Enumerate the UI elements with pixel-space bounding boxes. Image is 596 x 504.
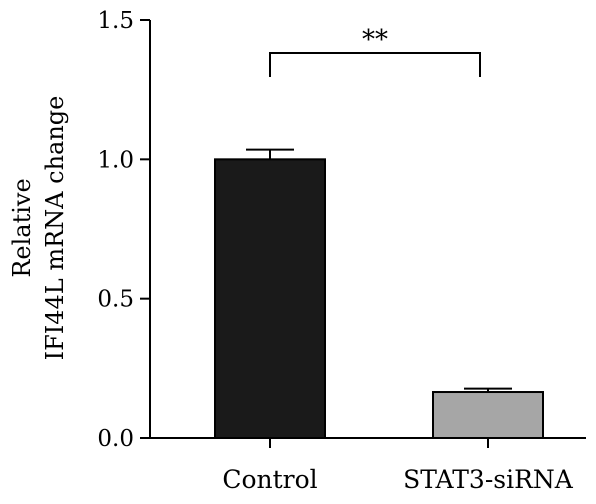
- significance-bracket: **: [269, 25, 481, 77]
- y-tick-label: 0.0: [97, 426, 134, 452]
- bar-1: [432, 391, 544, 439]
- y-tick-label: 1.0: [97, 147, 134, 173]
- bar-0: [214, 158, 326, 439]
- y-tick-label: 1.5: [97, 8, 134, 34]
- y-axis-label-line-1: Relative: [8, 178, 36, 277]
- y-tick-label: 0.5: [97, 287, 134, 313]
- significance-bracket-line: [269, 52, 481, 77]
- significance-label: **: [362, 25, 388, 55]
- y-axis-label: Relative IFI44L mRNA change: [8, 96, 69, 361]
- x-tick-label: Control: [222, 465, 317, 494]
- bars: [214, 148, 544, 439]
- x-axis: Control STAT3-siRNA: [149, 437, 586, 494]
- y-axis: 0.0 0.5 1.0 1.5: [97, 8, 151, 452]
- y-axis-label-line-2: IFI44L mRNA change: [41, 96, 69, 361]
- x-tick-label: STAT3-siRNA: [403, 465, 574, 494]
